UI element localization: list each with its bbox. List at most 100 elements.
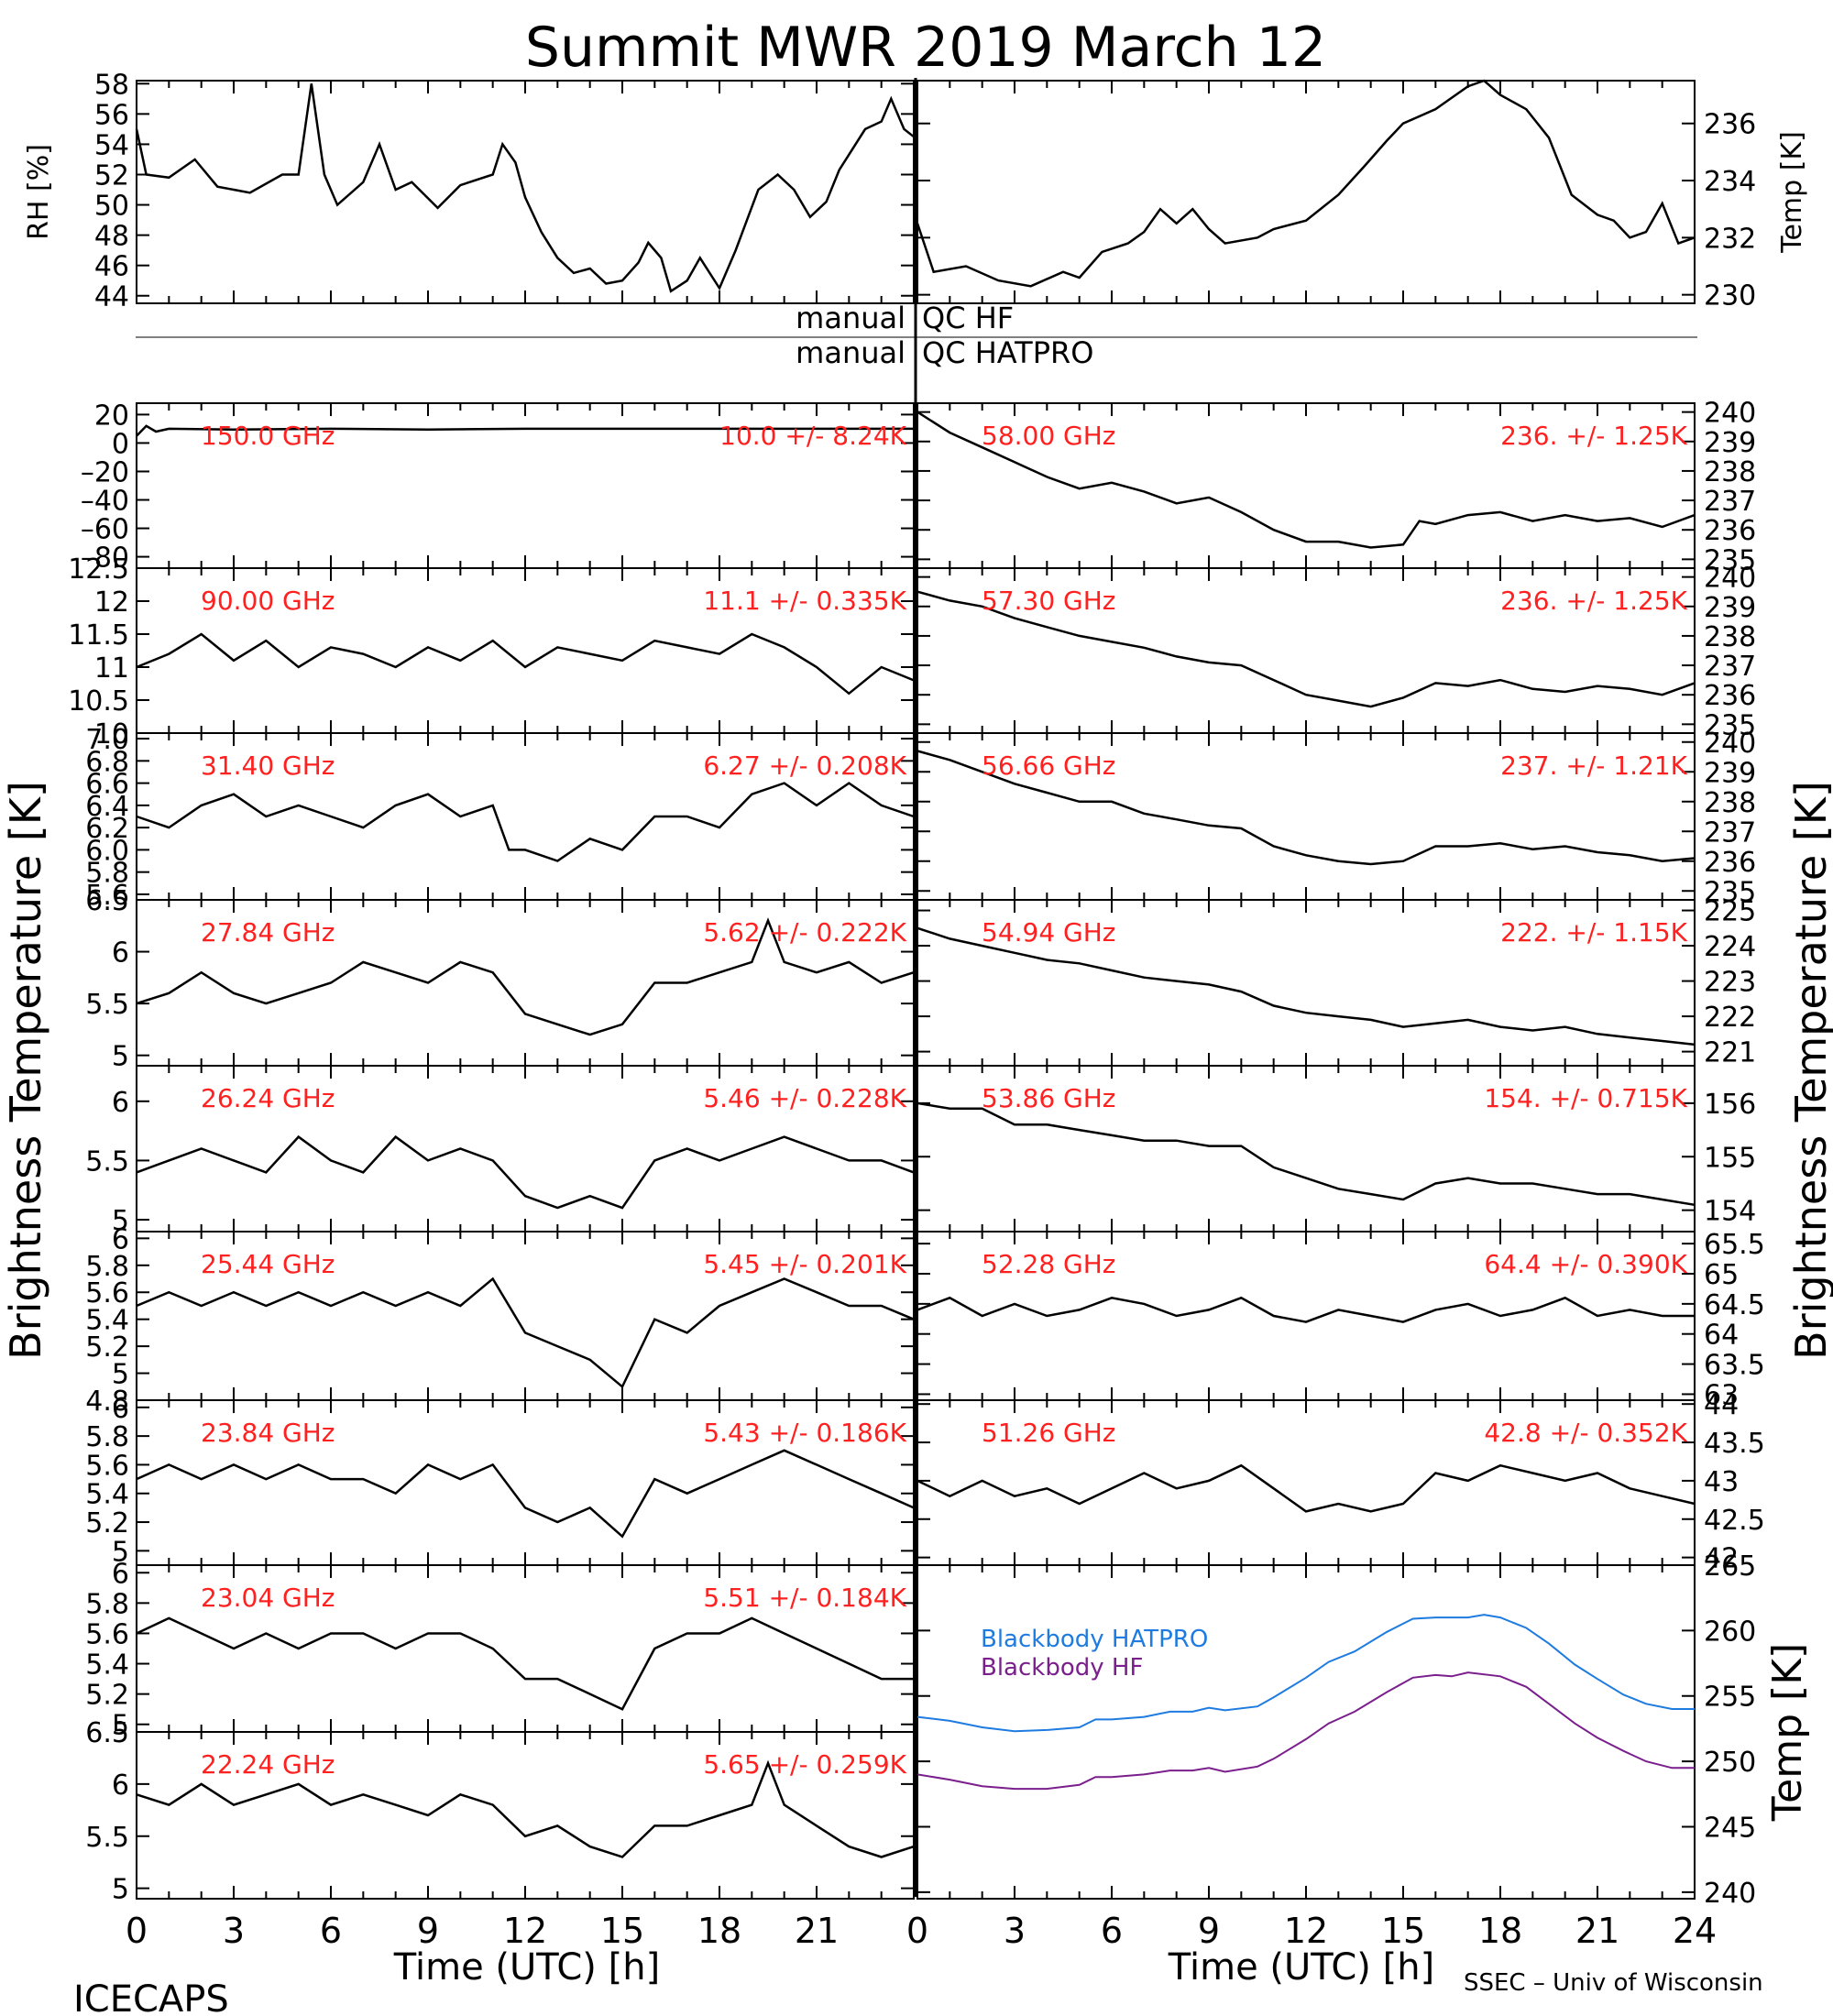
ch5386-ytick-label: 155 (1704, 1142, 1756, 1174)
rh-ytick-label: 58 (94, 69, 129, 101)
ch90-ytick-label: 10.5 (68, 685, 129, 718)
ch2224-xtick-label: 21 (795, 1911, 839, 1951)
ch90-ytick-label: 11 (94, 652, 129, 685)
ch3140-ytick-label: 7.0 (85, 724, 129, 756)
ch2384-ytick-label: 5 (112, 1536, 129, 1568)
ch5666-ytick-label: 238 (1704, 787, 1756, 819)
ch5126-series-0 (916, 1463, 1696, 1513)
temp-ytick-label: 230 (1704, 280, 1756, 312)
ch5730-frequency-label: 57.30 GHz (982, 586, 1116, 616)
ch5800-series-0 (916, 411, 1696, 549)
rh-ytick-label: 44 (94, 281, 129, 313)
blackbody-xtick-label: 9 (1198, 1911, 1220, 1951)
ch2784-ytick-label: 6 (112, 937, 129, 970)
rh-ylabel: RH [%] (23, 144, 55, 240)
ch5666-frequency-label: 56.66 GHz (982, 751, 1116, 781)
ch5800-ytick-label: 240 (1704, 398, 1756, 430)
ch5228-ytick-label: 63.5 (1704, 1350, 1765, 1382)
ch5386-series-0 (916, 1101, 1696, 1207)
ch5228-ytick-label: 65 (1704, 1259, 1739, 1291)
ch5666-ytick-label: 239 (1704, 757, 1756, 789)
ch2304-ytick-label: 5.8 (85, 1588, 129, 1620)
ch5730-ytick-label: 239 (1704, 592, 1756, 624)
ch150-ytick-label: –40 (81, 486, 129, 518)
ch90-series-0 (136, 632, 915, 696)
ch2224-ytick-label: 5 (112, 1874, 129, 1906)
ch3140-frequency-label: 31.40 GHz (201, 751, 335, 781)
ch2224-xtick-label: 12 (503, 1911, 547, 1951)
ch5800-stat-label: 236. +/- 1.25K (1500, 421, 1687, 451)
ch2304-series-0 (136, 1616, 914, 1711)
ch5666-stat-label: 237. +/- 1.21K (1500, 751, 1687, 781)
ch90-ytick-label: 11.5 (68, 619, 129, 652)
ch2304-ytick-label: 5.4 (85, 1649, 129, 1682)
ch150-stat-label: 10.0 +/- 8.24K (719, 421, 906, 451)
ch2224-xtick-label: 3 (223, 1911, 245, 1951)
temp-panel: 230 232 234 236 Temp [K] (916, 79, 1808, 312)
ch150-panel: 200–20–40–60–80 150.0 GHz 10.0 +/- 8.24K (81, 400, 915, 575)
temp-frame (916, 80, 1696, 304)
temp-ytick-label: 232 (1704, 223, 1756, 255)
ch5730-ytick-label: 237 (1704, 651, 1756, 683)
ch2384-ytick-label: 5.8 (85, 1421, 129, 1453)
ch2384-panel: 55.25.45.65.86 23.84 GHz 5.43 +/- 0.186K (85, 1393, 915, 1568)
ch150-frequency-label: 150.0 GHz (201, 421, 335, 451)
temp-ylabel: Temp [K] (1776, 131, 1808, 254)
rh-ytick-label: 56 (94, 99, 129, 131)
ch5386-ytick-label: 154 (1704, 1196, 1756, 1228)
temp-ytick-label: 236 (1704, 109, 1756, 141)
ch5126-frequency-label: 51.26 GHz (982, 1418, 1116, 1448)
blackbody-ytick-label: 240 (1704, 1878, 1756, 1910)
ch5800-ytick-label: 235 (1704, 544, 1756, 576)
ch150-series-0 (136, 424, 914, 437)
ch5800-ytick-label: 236 (1704, 515, 1756, 547)
qc-hf-label: QC HF (922, 301, 1014, 335)
ch5228-ytick-label: 64 (1704, 1320, 1739, 1352)
ch5386-panel: 154 155 156 53.86 GHz 154. +/- 0.715K (916, 1065, 1756, 1233)
ch5494-ytick-label: 222 (1704, 1002, 1756, 1034)
ch2224-xtick-label: 15 (600, 1911, 644, 1951)
ch2304-ytick-label: 5 (112, 1710, 129, 1742)
ch2224-ytick-label: 5.5 (85, 1822, 129, 1854)
ch2224-xtick-label: 6 (320, 1911, 342, 1951)
blackbody-xtick-label: 6 (1101, 1911, 1123, 1951)
ch5666-ytick-label: 236 (1704, 847, 1756, 879)
ch3140-ytick-label: 6.2 (85, 813, 129, 845)
ch2544-ytick-label: 5.4 (85, 1305, 129, 1337)
ch3140-ytick-label: 6.0 (85, 835, 129, 867)
ch5386-stat-label: 154. +/- 0.715K (1484, 1083, 1687, 1113)
ch2544-frequency-label: 25.44 GHz (201, 1249, 335, 1279)
blackbody-xtick-label: 12 (1284, 1911, 1328, 1951)
qc-hatpro-manual-label: manual (796, 335, 906, 370)
ch2224-panel: 5 5.5 6 6.5 22.24 GHz 5.65 +/- 0.259K 0 3 6 9 12 15… (85, 1717, 915, 1951)
ch2304-ytick-label: 5.2 (85, 1680, 129, 1712)
ch2304-frequency-label: 23.04 GHz (201, 1583, 335, 1613)
ch2544-ytick-label: 5.8 (85, 1251, 129, 1283)
ch2544-ytick-label: 4.8 (85, 1386, 129, 1418)
footer-right-credit: SSEC – Univ of Wisconsin (1464, 1969, 1763, 1997)
rh-ytick-label: 54 (94, 129, 129, 161)
blackbody-xtick-label: 18 (1478, 1911, 1522, 1951)
rh-ytick-label: 52 (94, 159, 129, 192)
ch5228-ytick-label: 64.5 (1704, 1289, 1765, 1321)
legend-entry-0: Blackbody HATPRO (981, 1626, 1208, 1653)
ch5126-ytick-label: 43.5 (1704, 1428, 1765, 1460)
blackbody-ytick-label: 245 (1704, 1812, 1756, 1844)
ch2224-ytick-label: 6 (112, 1769, 129, 1802)
blackbody-series-0 (916, 1614, 1695, 1733)
blackbody-xtick-label: 21 (1575, 1911, 1619, 1951)
blackbody-xtick-label: 3 (1004, 1911, 1026, 1951)
ch5228-frequency-label: 52.28 GHz (982, 1249, 1116, 1279)
ch5126-ytick-label: 44 (1704, 1389, 1739, 1421)
ch2304-panel: 55.25.45.65.86 23.04 GHz 5.51 +/- 0.184K (85, 1558, 915, 1742)
ch2624-ytick-label: 5.5 (85, 1145, 129, 1178)
blackbody-ytick-label: 255 (1704, 1682, 1756, 1714)
x-axis-label-left: Time (UTC) [h] (393, 1946, 660, 1989)
ch5228-ytick-label: 65.5 (1704, 1229, 1765, 1261)
figure-title: Summit MWR 2019 March 12 (525, 16, 1326, 80)
